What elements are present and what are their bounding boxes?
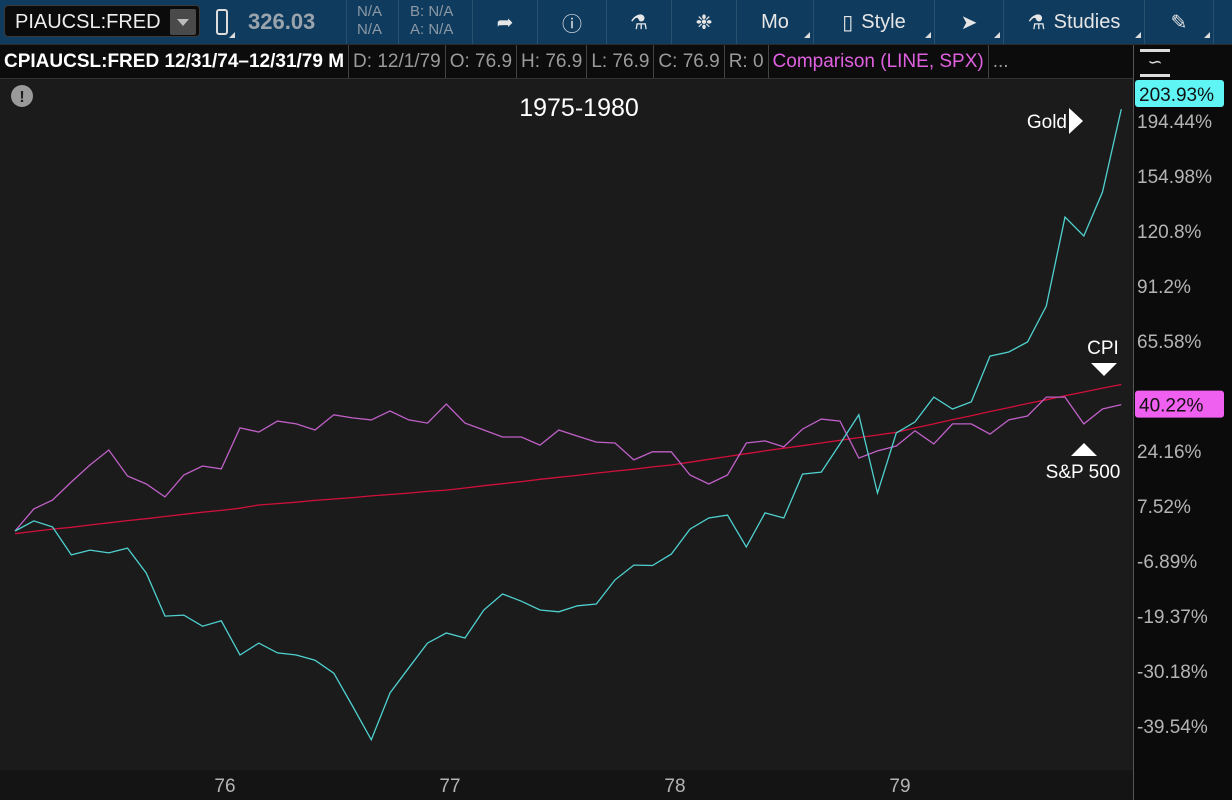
series-line-cpi[interactable] [14, 383, 1122, 535]
gold-annotation: Gold [1027, 112, 1067, 133]
flask-button[interactable]: ⚗ [607, 0, 672, 44]
x-tick-label: 76 [214, 776, 235, 797]
chart-title: 1975-1980 [519, 94, 639, 122]
flask-icon: ⚗ [630, 11, 648, 34]
spx-arrow-icon [1071, 443, 1097, 456]
info-icon: ⓘ [562, 13, 582, 36]
cursor-icon: ➤ [960, 11, 978, 34]
price-axis-panel: ∽ [1133, 45, 1232, 800]
x-tick-label: 79 [889, 776, 910, 797]
plot-area [0, 80, 1133, 770]
info-range: R: 0 [725, 45, 769, 78]
spx-annotation: S&P 500 [1046, 462, 1121, 483]
info-date: D: 12/1/79 [349, 45, 446, 78]
time-axis [0, 770, 1133, 800]
info-close: C: 76.9 [654, 45, 725, 78]
y-tick-label: 154.98% [1137, 167, 1212, 188]
style-button[interactable]: ▯ Style [814, 0, 935, 44]
last-value-text: 40.22% [1139, 396, 1204, 417]
y-tick-label: 91.2% [1137, 277, 1191, 298]
comparison-study[interactable]: Comparison (LINE, SPX) [769, 45, 989, 78]
candle-icon: ▯ [842, 11, 854, 34]
style-label: Style [861, 10, 906, 33]
series-line-gold[interactable] [14, 108, 1122, 742]
y-tick-label: -30.18% [1137, 662, 1208, 683]
cpi-arrow-icon [1091, 363, 1117, 376]
link-button[interactable] [206, 0, 238, 44]
studies-label: Studies [1053, 10, 1121, 33]
toolbar: PIAUCSL:FRED 326.03 N/A N/A B: N/A A: N/… [0, 0, 1232, 45]
y-tick-label: 65.58% [1137, 332, 1202, 353]
bid: B: N/A [410, 3, 454, 20]
bid-ask: B: N/A A: N/A [410, 3, 453, 39]
y-tick-label: -19.37% [1137, 607, 1208, 628]
info-low: L: 76.9 [587, 45, 655, 78]
last-price: 326.03 [248, 9, 316, 34]
warning-icon[interactable] [11, 85, 33, 107]
settings-button[interactable]: ❉ [672, 0, 737, 44]
symbol-text: PIAUCSL:FRED [15, 11, 161, 33]
share-icon: ➦ [496, 11, 514, 34]
gear-icon: ❉ [695, 11, 713, 34]
last-value-badge [1135, 80, 1224, 107]
mode-button[interactable]: Mo [737, 0, 814, 44]
info-title: CPIAUCSL:FRED 12/31/74–12/31/79 M [0, 45, 350, 78]
drawing-icon: ✎ [1170, 11, 1188, 34]
info-bar: CPIAUCSL:FRED 12/31/74–12/31/79 M D: 12/… [0, 45, 1133, 79]
warning-icon-glyph: ! [19, 89, 24, 106]
change-bottom: N/A [357, 21, 383, 38]
info-button[interactable]: ⓘ [538, 0, 607, 44]
mode-label: Mo [761, 10, 789, 33]
studies-button[interactable]: ⚗ Studies [1004, 0, 1145, 44]
chart[interactable]: ! 1975-1980 76 77 78 79 194.44% 154.98% 120.8… [0, 80, 1232, 800]
series-line-s-p-500[interactable] [14, 396, 1122, 532]
y-tick-label: -39.54% [1137, 717, 1208, 738]
y-tick-label: 24.16% [1137, 442, 1202, 463]
gold-arrow-icon [1069, 108, 1083, 134]
ask: A: N/A [410, 21, 454, 38]
cpi-annotation: CPI [1087, 338, 1119, 359]
flask-icon: ⚗ [1027, 11, 1046, 34]
info-high: H: 76.9 [517, 45, 588, 78]
y-tick-label: 120.8% [1137, 222, 1202, 243]
last-value-badge [1135, 390, 1224, 418]
y-tick-label: -6.89% [1137, 552, 1197, 573]
y-tick-label: 194.44% [1137, 112, 1212, 133]
x-tick-label: 78 [664, 776, 685, 797]
x-tick-label: 77 [439, 776, 460, 797]
y-tick-label: 7.52% [1137, 497, 1191, 518]
change-values: N/A N/A [357, 3, 382, 39]
scale-toggle-icon[interactable]: ∽ [1140, 49, 1170, 77]
link-icon [216, 9, 228, 35]
change-top: N/A [357, 3, 383, 20]
info-open: O: 76.9 [446, 45, 518, 78]
symbol-input[interactable]: PIAUCSL:FRED [4, 5, 200, 37]
drawings-button[interactable]: ✎ [1145, 0, 1214, 44]
last-value-text: 203.93% [1139, 85, 1214, 106]
share-button[interactable]: ➦ [473, 0, 538, 44]
more-button[interactable]: ... [992, 51, 1009, 72]
cursor-button[interactable]: ➤ [935, 0, 1004, 44]
symbol-dropdown-button[interactable] [170, 9, 196, 35]
